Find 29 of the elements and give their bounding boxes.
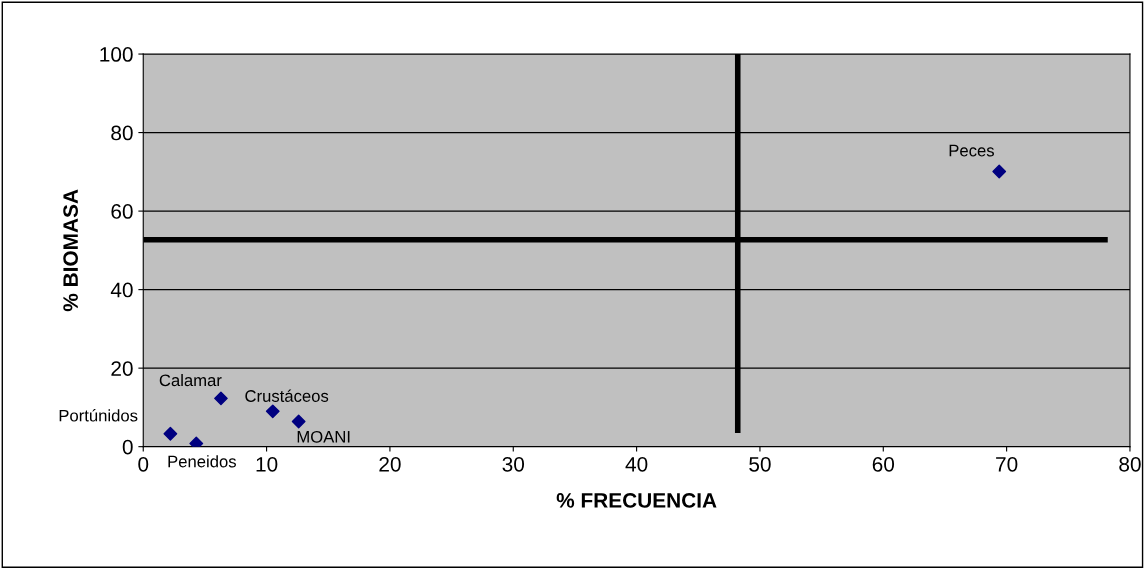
x-tick-label: 30 [502, 456, 525, 472]
y-axis-title: % BIOMASA [63, 189, 78, 312]
x-tick-label: 40 [625, 456, 648, 472]
y-tick-label: 20 [111, 361, 133, 376]
y-tick-label: 40 [110, 282, 133, 298]
point [163, 426, 178, 441]
x-tick-label: 70 [996, 456, 1018, 472]
point [291, 414, 306, 429]
annotation: Calamar [159, 373, 222, 387]
point [265, 404, 280, 419]
x-tick-label: 20 [379, 456, 401, 472]
x-tick-label: 50 [749, 456, 771, 472]
x-tick-label: 80 [1119, 456, 1141, 472]
x-tick-label: 60 [872, 456, 895, 472]
x-tick-label: 10 [256, 456, 278, 472]
y-tick-label: 100 [100, 47, 133, 62]
point [189, 436, 204, 447]
annotation: Crustáceos [245, 389, 329, 402]
annotation: MOANI [297, 430, 350, 443]
annotation: Portúnidos [59, 409, 138, 422]
annotation: Peneidos [168, 455, 236, 468]
point [214, 391, 228, 406]
y-tick-label: 80 [111, 125, 133, 141]
point [992, 164, 1007, 179]
annotation: Peces [949, 144, 994, 157]
x-tick-label: 0 [138, 456, 149, 472]
y-tick-label: 60 [111, 204, 133, 219]
y-tick-label: 0 [122, 439, 133, 455]
x-axis-title: % FRECUENCIA [556, 493, 717, 508]
